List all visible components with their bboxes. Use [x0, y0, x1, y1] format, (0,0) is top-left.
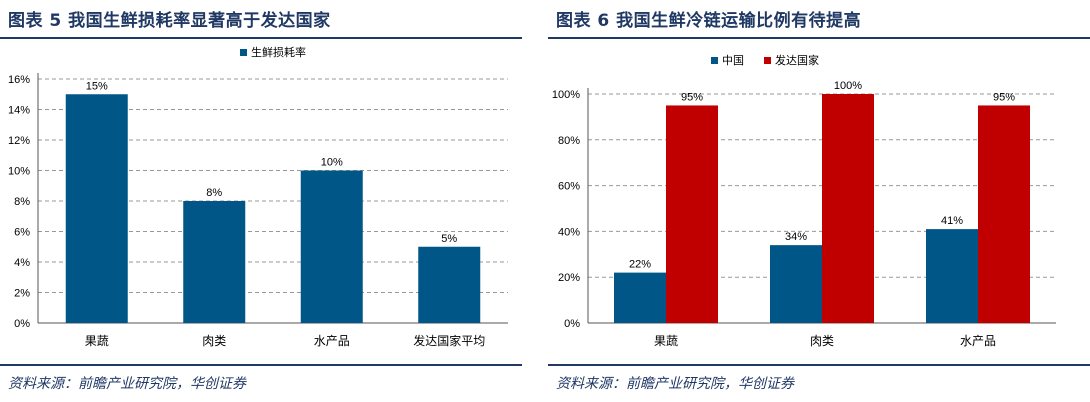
bar-发达国家: [666, 105, 718, 323]
bar-发达国家: [822, 94, 874, 323]
bar-data-label: 8%: [206, 187, 222, 199]
bar-生鲜损耗率: [65, 94, 128, 323]
right-source-note: 资料来源：前瞻产业研究院，华创证券: [556, 376, 794, 392]
left-chart-title: 图表 5 我国生鲜损耗率显著高于发达国家: [8, 11, 331, 31]
bar-data-label: 95%: [993, 91, 1015, 103]
legend-label: 生鲜损耗率: [251, 45, 306, 59]
y-tick-label: 12%: [8, 135, 30, 147]
y-tick-label: 10%: [8, 166, 30, 178]
right-title-rule: [548, 37, 1090, 39]
legend-label: 中国: [722, 54, 744, 67]
y-tick-label: 80%: [558, 135, 580, 147]
legend-label: 发达国家: [775, 53, 819, 67]
y-tick-label: 2%: [14, 288, 30, 300]
legend-swatch: [764, 57, 771, 64]
bar-data-label: 5%: [441, 233, 457, 245]
left-source-note: 资料来源：前瞻产业研究院，华创证券: [8, 376, 246, 392]
bar-data-label: 15%: [86, 80, 108, 92]
x-category-label: 发达国家平均: [413, 333, 485, 348]
y-tick-label: 100%: [552, 89, 580, 101]
bar-中国: [770, 245, 822, 323]
bar-data-label: 41%: [941, 215, 963, 227]
y-tick-label: 8%: [14, 196, 30, 208]
bar-data-label: 10%: [321, 157, 343, 169]
left-title-rule: [0, 37, 522, 39]
y-tick-label: 6%: [14, 227, 30, 239]
right-source-rule: [548, 364, 1090, 366]
bar-生鲜损耗率: [300, 170, 363, 323]
bar-data-label: 34%: [785, 231, 807, 243]
y-tick-label: 20%: [558, 272, 580, 284]
x-category-label: 果蔬: [85, 334, 109, 348]
bar-中国: [926, 229, 978, 323]
right-chart-panel: 图表 6 我国生鲜冷链运输比例有待提高 0% 20% 40% 60% 80% 100% 果蔬…: [548, 0, 1090, 402]
x-category-label: 果蔬: [654, 334, 678, 348]
x-category-label: 肉类: [202, 334, 226, 348]
bar-生鲜损耗率: [418, 246, 481, 323]
y-tick-label: 0%: [14, 318, 30, 330]
y-tick-label: 16%: [8, 74, 30, 86]
y-tick-label: 40%: [558, 226, 580, 238]
legend-swatch: [711, 57, 718, 64]
bar-发达国家: [978, 105, 1030, 323]
left-chart-panel: 图表 5 我国生鲜损耗率显著高于发达国家 0% 2% 4% 6% 8% 10% 12% 14%…: [0, 0, 522, 402]
x-category-label: 水产品: [960, 334, 996, 348]
y-tick-label: 4%: [14, 257, 30, 269]
legend-swatch: [240, 49, 247, 56]
bar-中国: [614, 272, 666, 323]
right-bar-chart: 0% 20% 40% 60% 80% 100% 果蔬 22% 95% 肉类 34% 100% 水产品 41…: [552, 53, 1056, 348]
y-tick-label: 0%: [564, 318, 580, 330]
y-tick-label: 14%: [8, 105, 30, 117]
x-category-label: 肉类: [810, 334, 834, 348]
bar-data-label: 95%: [681, 91, 703, 103]
right-chart-title: 图表 6 我国生鲜冷链运输比例有待提高: [556, 11, 862, 31]
bar-data-label: 22%: [629, 259, 651, 271]
x-category-label: 水产品: [314, 334, 350, 348]
y-tick-label: 60%: [558, 181, 580, 193]
left-bar-chart: 0% 2% 4% 6% 8% 10% 12% 14% 16% 果蔬 15% 肉类 8% 水产品 10% 发达国…: [8, 45, 508, 348]
bar-data-label: 100%: [834, 80, 862, 92]
left-source-rule: [0, 364, 522, 366]
bar-生鲜损耗率: [183, 201, 246, 323]
